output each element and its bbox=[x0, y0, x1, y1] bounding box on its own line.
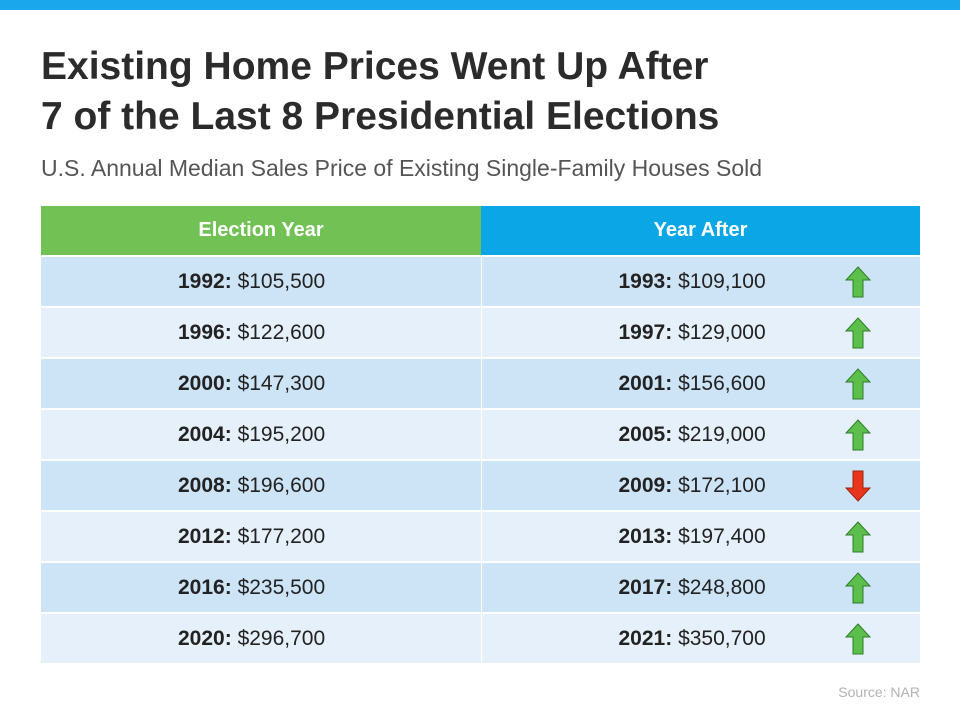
column-header-year-after: Year After bbox=[481, 206, 920, 256]
election-year-entry: 2008: $196,600 bbox=[178, 474, 325, 498]
year-after-label: 2005: bbox=[618, 422, 673, 446]
election-year-label: 1996: bbox=[178, 320, 232, 344]
election-year-cell: 1992: $105,500 bbox=[41, 255, 481, 307]
year-after-entry: 1993: $109,100 bbox=[619, 270, 766, 294]
table-header-row: Election Year Year After bbox=[41, 206, 920, 256]
year-after-price-value: $129,000 bbox=[678, 320, 766, 344]
election-year-cell: 2000: $147,300 bbox=[41, 357, 481, 409]
election-year-label: 2016: bbox=[178, 575, 232, 599]
election-price-value: $235,500 bbox=[237, 575, 326, 599]
election-year-cell: 2004: $195,200 bbox=[41, 408, 481, 460]
election-year-label: 1992: bbox=[178, 269, 232, 293]
year-after-label: 2021: bbox=[618, 626, 673, 650]
election-year-entry: 1992: $105,500 bbox=[178, 270, 325, 294]
table-row: 2000: $147,300 2001: $156,600 bbox=[41, 357, 920, 409]
election-year-entry: 2012: $177,200 bbox=[178, 525, 325, 549]
arrow-up-icon bbox=[844, 520, 871, 552]
arrow-up-icon bbox=[844, 265, 871, 297]
column-header-election-year: Election Year bbox=[41, 206, 481, 256]
title-line-2: 7 of the Last 8 Presidential Elections bbox=[41, 95, 720, 138]
year-after-entry: 2013: $197,400 bbox=[619, 525, 766, 549]
year-after-label: 2013: bbox=[618, 524, 673, 548]
election-price-value: $196,600 bbox=[237, 473, 326, 497]
year-after-entry: 1997: $129,000 bbox=[619, 321, 766, 345]
election-year-entry: 2020: $296,700 bbox=[178, 627, 325, 651]
election-year-label: 2004: bbox=[178, 422, 232, 446]
year-after-cell: 2021: $350,700 bbox=[480, 612, 920, 663]
election-year-label: 2000: bbox=[178, 371, 232, 395]
arrow-up-icon bbox=[844, 367, 871, 399]
year-after-price-value: $197,400 bbox=[678, 524, 766, 548]
year-after-label: 1993: bbox=[618, 269, 673, 293]
election-year-entry: 2000: $147,300 bbox=[178, 372, 325, 396]
election-year-entry: 2004: $195,200 bbox=[178, 423, 325, 447]
election-year-entry: 2016: $235,500 bbox=[178, 576, 325, 600]
arrow-up-icon bbox=[844, 316, 871, 348]
year-after-cell: 1997: $129,000 bbox=[480, 306, 920, 358]
table-row: 2008: $196,600 2009: $172,100 bbox=[41, 459, 920, 511]
table-row: 2004: $195,200 2005: $219,000 bbox=[41, 408, 920, 460]
table-row: 1992: $105,500 1993: $109,100 bbox=[41, 255, 920, 307]
page-subtitle: U.S. Annual Median Sales Price of Existi… bbox=[41, 155, 763, 181]
top-accent-bar bbox=[0, 0, 960, 10]
page-title: Existing Home Prices Went Up After 7 of … bbox=[41, 42, 921, 142]
year-after-entry: 2009: $172,100 bbox=[619, 474, 766, 498]
arrow-up-icon bbox=[844, 418, 871, 450]
year-after-cell: 1993: $109,100 bbox=[480, 255, 920, 307]
election-year-cell: 2008: $196,600 bbox=[41, 459, 481, 511]
year-after-entry: 2021: $350,700 bbox=[619, 627, 766, 651]
year-after-price-value: $350,700 bbox=[678, 626, 766, 650]
year-after-label: 2009: bbox=[618, 473, 673, 497]
table-row: 2020: $296,700 2021: $350,700 bbox=[41, 612, 920, 663]
arrow-down-icon bbox=[844, 470, 871, 502]
year-after-cell: 2009: $172,100 bbox=[480, 459, 920, 511]
table-body: 1992: $105,500 1993: $109,100 1996: $122,6… bbox=[41, 255, 920, 663]
year-after-label: 1997: bbox=[618, 320, 673, 344]
year-after-price-value: $172,100 bbox=[678, 473, 766, 497]
election-price-value: $195,200 bbox=[237, 422, 326, 446]
year-after-cell: 2017: $248,800 bbox=[480, 561, 920, 613]
year-after-label: 2001: bbox=[618, 371, 673, 395]
year-after-cell: 2005: $219,000 bbox=[480, 408, 920, 460]
election-year-cell: 2016: $235,500 bbox=[41, 561, 481, 613]
election-price-value: $122,600 bbox=[237, 320, 326, 344]
election-year-label: 2020: bbox=[178, 626, 232, 650]
year-after-price-value: $248,800 bbox=[678, 575, 766, 599]
table-row: 2016: $235,500 2017: $248,800 bbox=[41, 561, 920, 613]
election-price-value: $296,700 bbox=[237, 626, 326, 650]
arrow-up-icon bbox=[844, 571, 871, 603]
election-price-value: $147,300 bbox=[237, 371, 326, 395]
election-year-cell: 2020: $296,700 bbox=[41, 612, 481, 663]
election-price-value: $105,500 bbox=[237, 269, 326, 293]
source-note: Source: NAR bbox=[838, 684, 920, 700]
election-year-label: 2012: bbox=[178, 524, 232, 548]
election-price-value: $177,200 bbox=[237, 524, 326, 548]
election-year-label: 2008: bbox=[178, 473, 232, 497]
price-table: Election Year Year After 1992: $105,500 1… bbox=[41, 206, 920, 663]
year-after-cell: 2001: $156,600 bbox=[480, 357, 920, 409]
table-row: 2012: $177,200 2013: $197,400 bbox=[41, 510, 920, 562]
year-after-entry: 2017: $248,800 bbox=[619, 576, 766, 600]
election-year-cell: 1996: $122,600 bbox=[41, 306, 481, 358]
table-row: 1996: $122,600 1997: $129,000 bbox=[41, 306, 920, 358]
arrow-up-icon bbox=[844, 622, 871, 654]
year-after-price-value: $109,100 bbox=[678, 269, 766, 293]
year-after-entry: 2005: $219,000 bbox=[619, 423, 766, 447]
year-after-entry: 2001: $156,600 bbox=[619, 372, 766, 396]
year-after-cell: 2013: $197,400 bbox=[480, 510, 920, 562]
year-after-price-value: $156,600 bbox=[678, 371, 766, 395]
year-after-price-value: $219,000 bbox=[678, 422, 766, 446]
year-after-label: 2017: bbox=[618, 575, 673, 599]
title-line-1: Existing Home Prices Went Up After bbox=[41, 45, 709, 88]
election-year-cell: 2012: $177,200 bbox=[41, 510, 481, 562]
election-year-entry: 1996: $122,600 bbox=[178, 321, 325, 345]
